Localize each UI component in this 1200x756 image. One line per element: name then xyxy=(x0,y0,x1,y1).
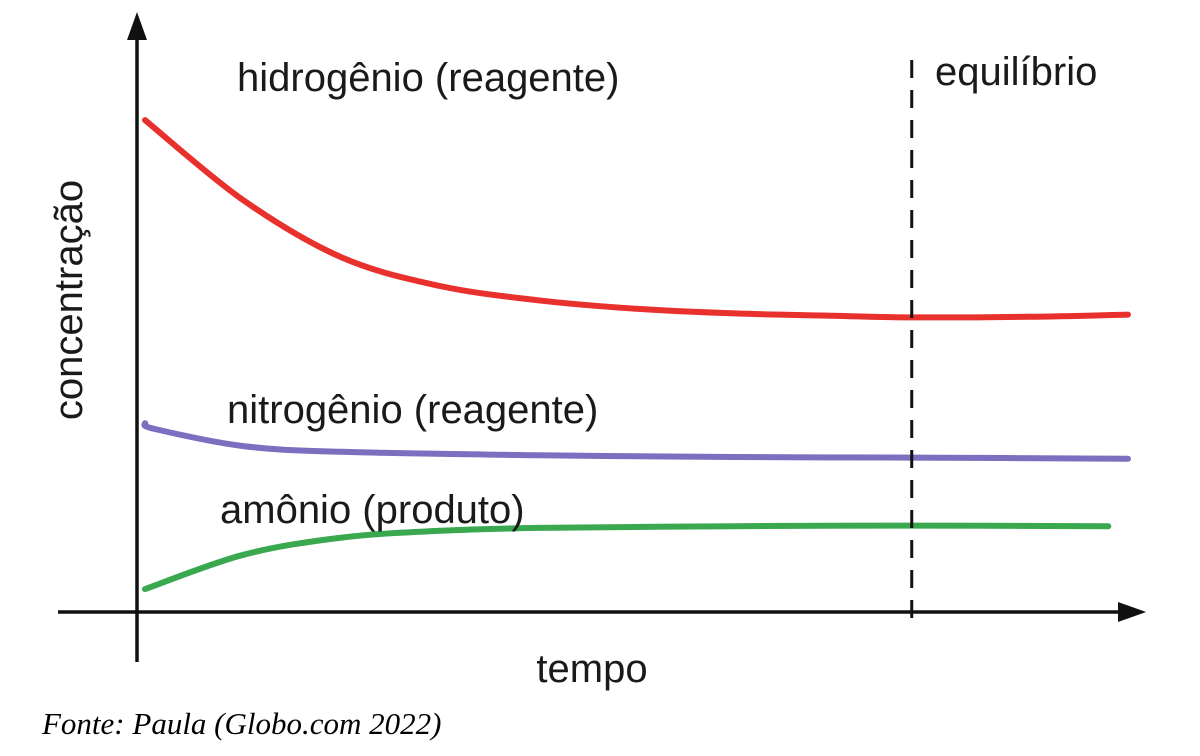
series-label-3: amônio (produto) xyxy=(220,488,525,532)
series-line-1 xyxy=(142,117,1131,321)
labels-group: hidrogênio (reagente) nitrogênio (reagent… xyxy=(47,50,1097,691)
series-label-1: hidrogênio (reagente) xyxy=(237,56,619,100)
y-axis-arrow-icon xyxy=(127,12,147,40)
series-label-2: nitrogênio (reagente) xyxy=(227,388,598,432)
axes-group xyxy=(58,12,1146,662)
y-axis-label: concentração xyxy=(47,180,91,420)
x-axis-arrow-icon xyxy=(1118,602,1146,622)
x-axis-label: tempo xyxy=(536,647,647,691)
equilibrium-label: equilíbrio xyxy=(935,50,1097,94)
source-caption: Fonte: Paula (Globo.com 2022) xyxy=(42,706,442,741)
